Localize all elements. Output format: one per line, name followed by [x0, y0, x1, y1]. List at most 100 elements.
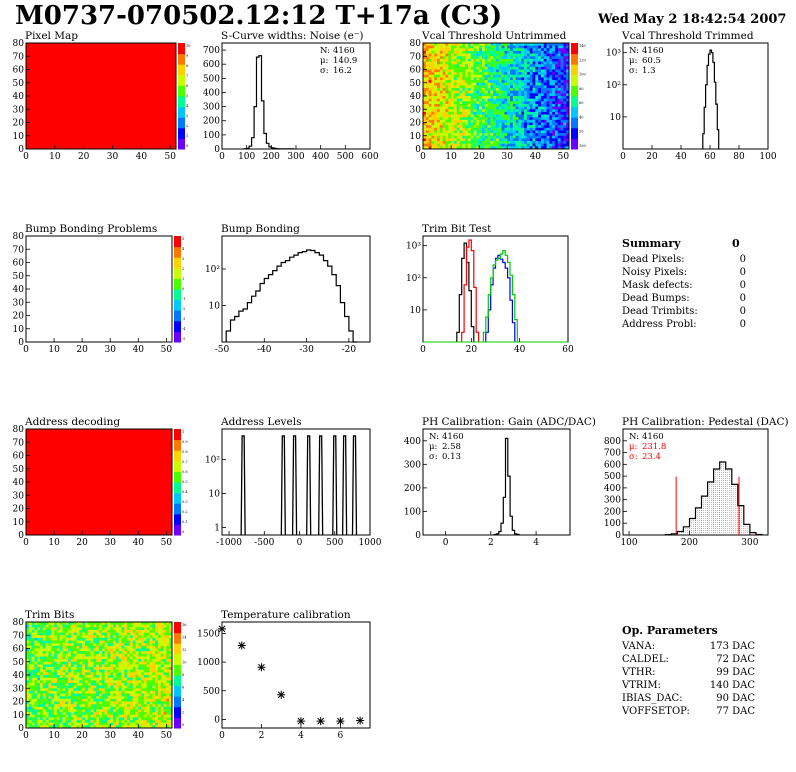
heatmap-cell [73, 717, 77, 721]
heatmap-cell [62, 622, 66, 625]
y-tick-label: 70 [13, 52, 25, 62]
marker-stroke [317, 717, 325, 725]
heatmap-cell [121, 672, 125, 676]
heatmap-cell [434, 82, 438, 86]
heatmap-cell [543, 64, 547, 68]
heatmap-cell [484, 122, 488, 126]
heatmap-cell [465, 56, 469, 60]
heatmap-cell [113, 637, 117, 641]
heatmap-cell [437, 85, 441, 89]
heatmap-cell [28, 629, 32, 633]
heatmap-cell [141, 629, 145, 633]
heatmap-cell [90, 725, 94, 729]
color-scale-step [571, 43, 578, 55]
heatmap-cell [493, 106, 497, 110]
heatmap-cell [465, 58, 469, 62]
heatmap-cell [465, 130, 469, 134]
plot-frame [622, 42, 769, 150]
heatmap-cell [484, 106, 488, 110]
heatmap-cell [496, 130, 500, 134]
heatmap-cell [28, 680, 32, 684]
heatmap-cell [76, 709, 80, 713]
heatmap-cell [538, 106, 542, 110]
heatmap-cell [470, 133, 474, 137]
op-param-value: 173 DAC [710, 641, 756, 652]
heatmap-cell [54, 680, 58, 684]
heatmap-cell [26, 690, 30, 694]
color-scale-step [174, 450, 181, 462]
heatmap-cell [87, 627, 91, 631]
heatmap-cell [48, 680, 52, 684]
heatmap-cell [535, 77, 539, 81]
heatmap-cell [532, 125, 536, 129]
heatmap-cell [79, 712, 83, 716]
heatmap-cell [79, 629, 83, 633]
heatmap-cell [110, 672, 114, 676]
heatmap-cell [143, 664, 148, 668]
heatmap-cell [65, 717, 69, 721]
heatmap-cell [434, 135, 438, 139]
heatmap-cell [434, 64, 438, 68]
stats-value: 0.13 [442, 452, 461, 462]
heatmap-cell [166, 645, 170, 649]
heatmap-cell [135, 688, 139, 692]
heatmap-cell [68, 622, 72, 625]
heatmap-cell [118, 709, 122, 713]
heatmap-cell [557, 103, 561, 107]
heatmap-cell [504, 53, 508, 57]
heatmap-cell [56, 664, 60, 668]
heatmap-cell [149, 701, 153, 705]
heatmap-cell [115, 667, 119, 670]
heatmap-cell [467, 90, 472, 94]
heatmap-cell [467, 135, 472, 139]
heatmap-cell [484, 53, 488, 57]
heatmap-cell [529, 80, 533, 84]
heatmap-cell [70, 624, 75, 628]
heatmap-cell [54, 725, 58, 729]
heatmap-cell [56, 656, 60, 660]
heatmap-cell [37, 706, 41, 710]
heatmap-cell [434, 85, 438, 89]
heatmap-cell [155, 635, 159, 639]
heatmap-cell [546, 111, 550, 115]
heatmap-cell [121, 627, 125, 631]
color-scale-label: -3 [182, 317, 185, 321]
heatmap-cell [118, 648, 122, 652]
heatmap-cell [439, 138, 443, 142]
heatmap-cell [48, 627, 52, 631]
heatmap-cell [93, 622, 97, 625]
heatmap-cell [442, 133, 446, 137]
heatmap-cell [118, 675, 122, 678]
heatmap-cell [118, 672, 122, 676]
heatmap-cell [431, 45, 435, 49]
heatmap-cell [110, 698, 114, 702]
heatmap-cell [448, 50, 452, 54]
heatmap-cell [515, 50, 519, 54]
heatmap-cell [73, 659, 77, 663]
heatmap-cell [431, 114, 435, 118]
heatmap-cell [465, 106, 469, 110]
heatmap-cell [37, 659, 41, 663]
heatmap-cell [442, 122, 446, 126]
heatmap-cell [118, 701, 122, 705]
heatmap-cell [554, 90, 559, 94]
heatmap-cell [546, 122, 550, 126]
heatmap-cell [437, 53, 441, 57]
heatmap-cell [504, 122, 508, 126]
heatmap-cell [453, 119, 457, 123]
heatmap-cell [48, 622, 52, 625]
heatmap-cell [448, 127, 452, 131]
color-scale-label: 60 [579, 101, 583, 105]
heatmap-cell [124, 688, 128, 692]
heatmap-cell [129, 714, 133, 718]
heatmap-cell [510, 82, 514, 86]
heatmap-cell [124, 659, 128, 663]
heatmap-cell [507, 43, 511, 46]
heatmap-cell [465, 109, 469, 113]
color-scale-label: -5 [182, 337, 185, 341]
heatmap-cell [493, 135, 497, 139]
heatmap-cell [428, 146, 432, 150]
heatmap-cell [563, 77, 567, 81]
heatmap-cell [431, 88, 435, 91]
heatmap-cell [42, 645, 46, 649]
